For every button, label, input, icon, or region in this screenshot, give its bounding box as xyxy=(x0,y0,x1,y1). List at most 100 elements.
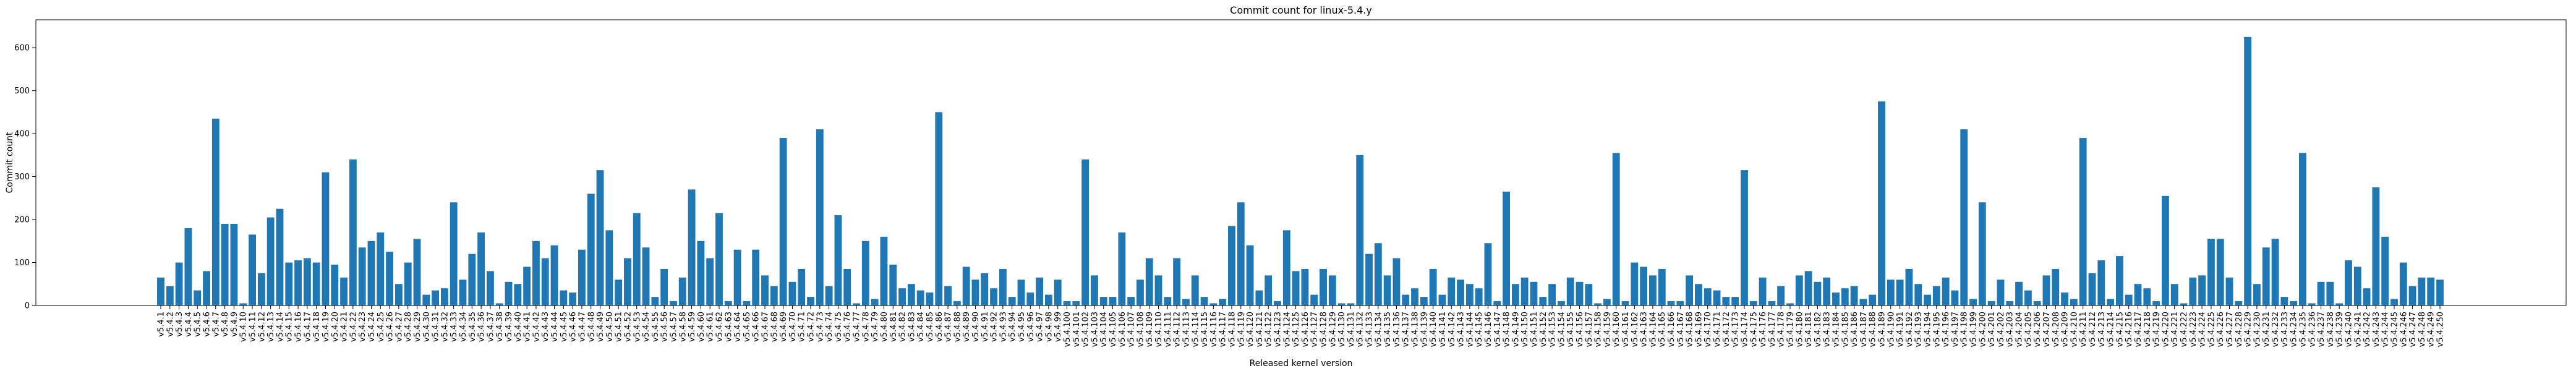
bar xyxy=(1503,191,1510,305)
x-tick-label: v5.4.221 xyxy=(2170,312,2180,347)
x-tick-label: v5.4.149 xyxy=(1511,312,1520,347)
x-tick-label: v5.4.98 xyxy=(1044,312,1054,342)
x-tick-label: v5.4.126 xyxy=(1301,312,1310,347)
bar xyxy=(468,254,476,305)
x-tick-label: v5.4.154 xyxy=(1557,312,1566,347)
x-tick-label: v5.4.87 xyxy=(944,312,953,342)
x-tick-label: v5.4.11 xyxy=(249,312,258,342)
bar xyxy=(1200,297,1208,305)
bar xyxy=(670,301,677,305)
x-tick-label: v5.4.194 xyxy=(1924,312,1933,347)
x-tick-label: v5.4.71 xyxy=(798,312,807,342)
x-tick-label: v5.4.155 xyxy=(1566,312,1576,347)
bar xyxy=(1869,294,1877,305)
bar xyxy=(1484,243,1492,305)
bar xyxy=(1530,281,1538,305)
bar xyxy=(203,271,210,305)
bar xyxy=(889,265,897,305)
x-tick-label: v5.4.125 xyxy=(1292,312,1301,347)
x-tick-label: v5.4.141 xyxy=(1438,312,1448,347)
bar xyxy=(1777,286,1785,305)
x-tick-label: v5.4.102 xyxy=(1081,312,1091,347)
x-tick-label: v5.4.15 xyxy=(285,312,294,342)
x-tick-label: v5.4.5 xyxy=(194,312,203,337)
y-tick-label: 300 xyxy=(14,173,30,182)
x-tick-label: v5.4.135 xyxy=(1383,312,1392,347)
bar xyxy=(2280,297,2288,305)
x-tick-label: v5.4.130 xyxy=(1337,312,1347,347)
bar xyxy=(1274,301,1281,305)
x-tick-label: v5.4.9 xyxy=(230,312,239,337)
bar xyxy=(1686,275,1694,305)
bar xyxy=(175,262,183,305)
x-tick-label: v5.4.124 xyxy=(1282,312,1292,347)
bar xyxy=(1887,279,1895,305)
bar xyxy=(1594,303,1602,305)
bar xyxy=(2326,281,2334,305)
x-tick-label: v5.4.172 xyxy=(1722,312,1731,347)
x-tick-label: v5.4.95 xyxy=(1017,312,1026,342)
bar xyxy=(1658,268,1666,305)
x-tick-label: v5.4.190 xyxy=(1887,312,1896,347)
x-tick-label: v5.4.164 xyxy=(1648,312,1658,347)
bar xyxy=(2161,195,2169,305)
bar xyxy=(816,129,824,305)
bar xyxy=(697,241,705,305)
x-tick-label: v5.4.134 xyxy=(1374,312,1383,347)
bar xyxy=(578,249,586,305)
bar xyxy=(743,301,751,305)
x-tick-label: v5.4.185 xyxy=(1841,312,1850,347)
bar xyxy=(157,277,164,305)
bar xyxy=(1731,297,1739,305)
bar xyxy=(1374,243,1382,305)
bar xyxy=(166,286,174,305)
x-tick-label: v5.4.170 xyxy=(1704,312,1713,347)
bar xyxy=(1099,297,1107,305)
bar xyxy=(331,265,339,305)
x-tick-label: v5.4.46 xyxy=(569,312,578,342)
x-tick-label: v5.4.174 xyxy=(1740,312,1749,347)
bar xyxy=(715,213,723,305)
bar xyxy=(2170,284,2178,305)
x-tick-label: v5.4.69 xyxy=(779,312,788,342)
x-tick-label: v5.4.67 xyxy=(761,312,770,342)
bar xyxy=(432,290,440,305)
bar xyxy=(1997,279,2005,305)
bar xyxy=(1365,254,1373,305)
bar xyxy=(1795,275,1803,305)
bar xyxy=(2088,273,2096,305)
x-tick-label: v5.4.228 xyxy=(2235,312,2244,347)
bar xyxy=(1493,301,1501,305)
bar xyxy=(935,112,943,306)
x-tick-label: v5.4.192 xyxy=(1905,312,1914,347)
bar xyxy=(1695,284,1702,305)
bar xyxy=(367,241,375,305)
x-tick-label: v5.4.35 xyxy=(468,312,477,342)
bar xyxy=(1621,301,1629,305)
x-tick-label: v5.4.214 xyxy=(2107,312,2116,347)
x-tick-label: v5.4.171 xyxy=(1713,312,1722,347)
bar xyxy=(1804,271,1812,305)
bar xyxy=(2024,290,2032,305)
x-tick-label: v5.4.13 xyxy=(267,312,276,342)
bar xyxy=(1832,292,1840,305)
x-tick-label: v5.4.237 xyxy=(2317,312,2326,347)
bar xyxy=(1081,159,1090,305)
bar xyxy=(798,268,806,305)
x-tick-label: v5.4.183 xyxy=(1823,312,1832,347)
x-tick-label: v5.4.19 xyxy=(322,312,331,342)
x-tick-label: v5.4.21 xyxy=(340,312,349,342)
x-tick-label: v5.4.112 xyxy=(1173,312,1182,347)
x-tick-label: v5.4.90 xyxy=(971,312,981,342)
x-tick-label: v5.4.157 xyxy=(1585,312,1594,347)
x-tick-label: v5.4.38 xyxy=(495,312,505,342)
bar xyxy=(1841,288,1849,305)
bar xyxy=(1960,129,1968,305)
x-tick-label: v5.4.229 xyxy=(2244,312,2253,347)
x-tick-label: v5.4.122 xyxy=(1265,312,1274,347)
bar xyxy=(2372,187,2380,305)
y-tick-label: 600 xyxy=(14,44,30,53)
bar xyxy=(523,267,531,305)
bar xyxy=(413,239,421,305)
